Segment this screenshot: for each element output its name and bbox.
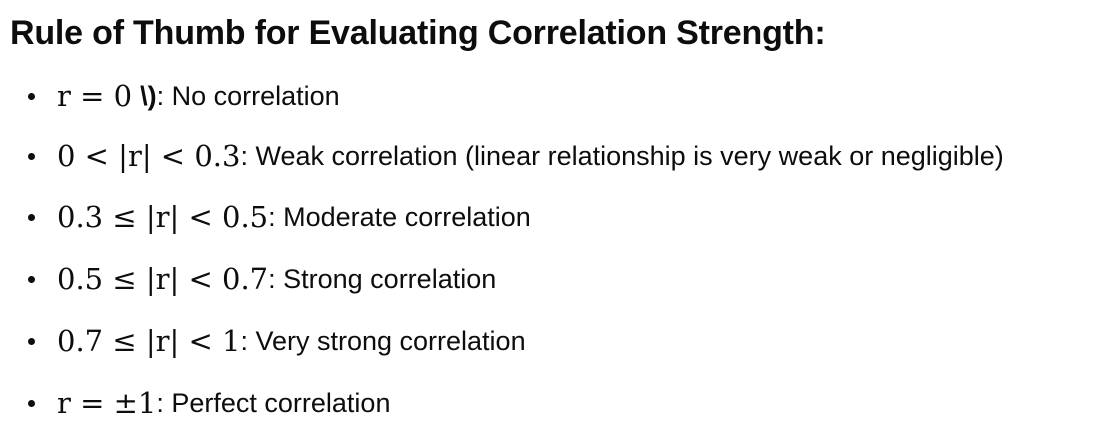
list-item: r = ±1 : Perfect correlation — [28, 383, 390, 423]
math-expression: r = 0 — [57, 79, 133, 113]
item-description: : Very strong correlation — [240, 325, 526, 356]
list-item: r = 0 \) : No correlation — [28, 76, 340, 116]
bullet-icon — [28, 337, 35, 345]
bullet-icon — [28, 213, 35, 221]
math-expression: 0.5 ≤ |r| < 0.7 — [57, 262, 269, 296]
item-description: : Moderate correlation — [268, 201, 531, 232]
bullet-icon — [28, 275, 35, 283]
item-description: : Weak correlation (linear relationship … — [240, 140, 1004, 171]
item-description: : No correlation — [156, 80, 340, 111]
list-item: 0 < |r| < 0.3 : Weak correlation (linear… — [28, 136, 1004, 176]
bullet-icon — [28, 399, 35, 407]
item-description: : Strong correlation — [268, 263, 497, 294]
math-render-artifact: \) — [140, 80, 157, 111]
bullet-icon — [28, 92, 35, 100]
math-expression: 0.7 ≤ |r| < 1 — [57, 324, 241, 358]
item-description: : Perfect correlation — [156, 387, 391, 418]
section-heading: Rule of Thumb for Evaluating Correlation… — [10, 14, 826, 52]
math-expression: 0 < |r| < 0.3 — [57, 139, 241, 173]
math-expression: 0.3 ≤ |r| < 0.5 — [57, 200, 269, 234]
list-item: 0.7 ≤ |r| < 1 : Very strong correlation — [28, 321, 526, 361]
list-item: 0.3 ≤ |r| < 0.5 : Moderate correlation — [28, 197, 531, 237]
bullet-icon — [28, 152, 35, 160]
math-expression: r = ±1 — [57, 386, 157, 420]
list-item: 0.5 ≤ |r| < 0.7 : Strong correlation — [28, 259, 496, 299]
